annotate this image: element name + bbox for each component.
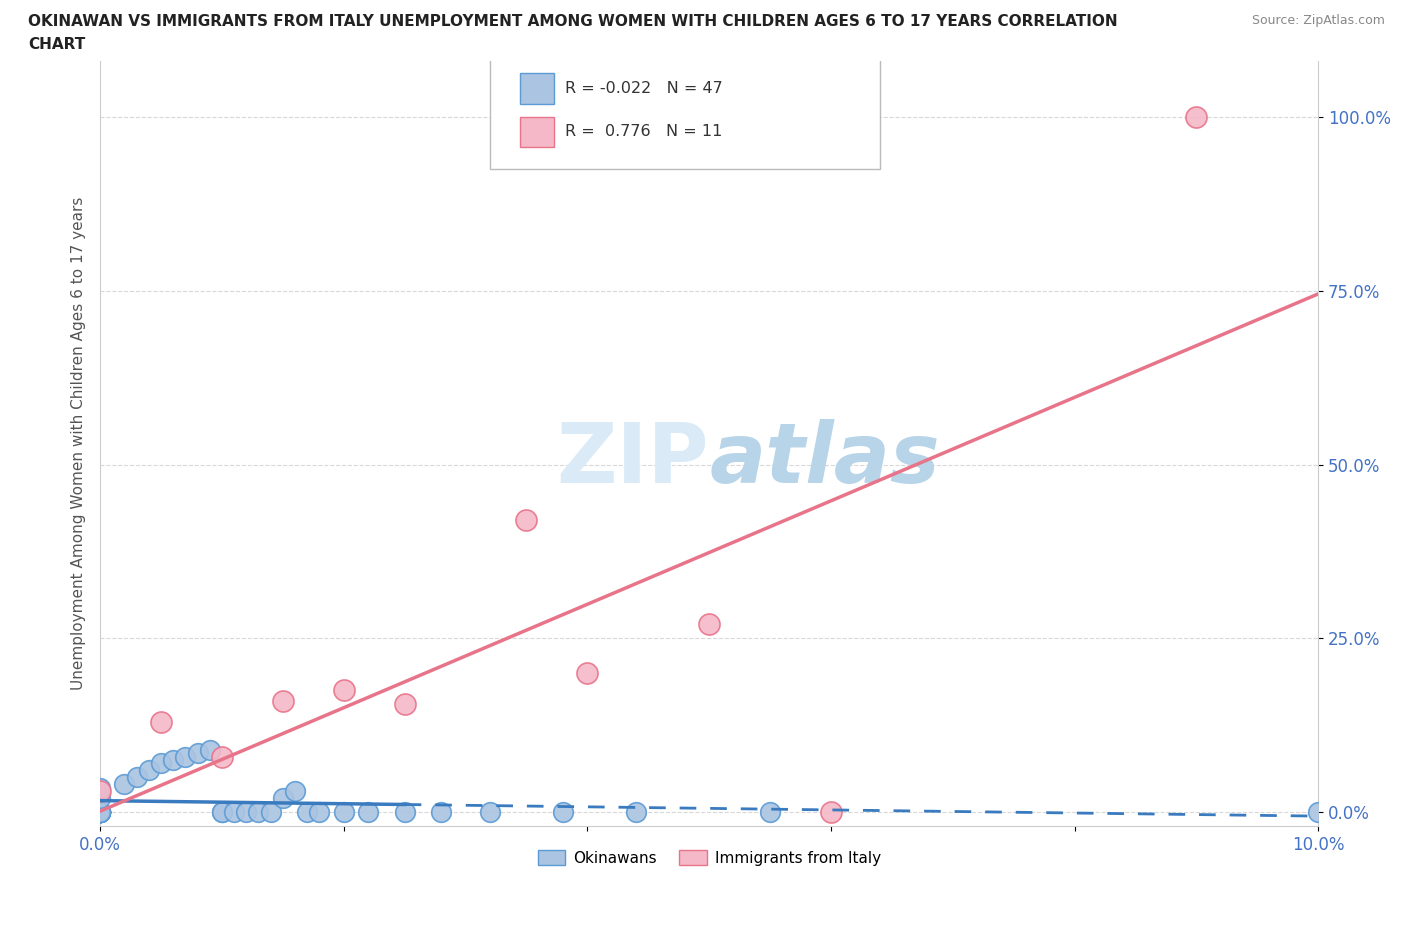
Text: OKINAWAN VS IMMIGRANTS FROM ITALY UNEMPLOYMENT AMONG WOMEN WITH CHILDREN AGES 6 : OKINAWAN VS IMMIGRANTS FROM ITALY UNEMPL… bbox=[28, 14, 1118, 29]
Point bbox=[297, 804, 319, 819]
Point bbox=[89, 804, 111, 819]
Point bbox=[759, 804, 782, 819]
Point bbox=[1308, 804, 1330, 819]
Point bbox=[332, 804, 354, 819]
Text: Source: ZipAtlas.com: Source: ZipAtlas.com bbox=[1251, 14, 1385, 27]
Point bbox=[89, 804, 111, 819]
Point bbox=[624, 804, 647, 819]
Text: atlas: atlas bbox=[709, 418, 939, 499]
Point bbox=[394, 697, 416, 711]
Point bbox=[89, 804, 111, 819]
Point bbox=[125, 770, 148, 785]
Point bbox=[89, 780, 111, 795]
Point bbox=[89, 804, 111, 819]
Point bbox=[162, 752, 184, 767]
Point bbox=[89, 804, 111, 819]
Point bbox=[576, 666, 599, 681]
Point bbox=[89, 804, 111, 819]
Point bbox=[820, 804, 842, 819]
Point bbox=[89, 804, 111, 819]
Point bbox=[247, 804, 270, 819]
Legend: Okinawans, Immigrants from Italy: Okinawans, Immigrants from Italy bbox=[531, 844, 887, 872]
Point bbox=[174, 749, 197, 764]
Point bbox=[211, 804, 233, 819]
Text: ZIP: ZIP bbox=[557, 418, 709, 499]
FancyBboxPatch shape bbox=[489, 54, 880, 168]
Point bbox=[1185, 110, 1208, 125]
Point bbox=[198, 742, 221, 757]
Point bbox=[114, 777, 136, 791]
Point bbox=[89, 804, 111, 819]
Point bbox=[478, 804, 501, 819]
Point bbox=[150, 714, 173, 729]
Point bbox=[187, 746, 209, 761]
Bar bbox=[520, 73, 554, 103]
Point bbox=[89, 784, 111, 799]
Point bbox=[211, 804, 233, 819]
Point bbox=[89, 804, 111, 819]
Point bbox=[89, 790, 111, 805]
Point bbox=[235, 804, 257, 819]
Point bbox=[138, 763, 160, 777]
Bar bbox=[520, 116, 554, 147]
Point bbox=[551, 804, 574, 819]
Point bbox=[89, 804, 111, 819]
Point bbox=[89, 804, 111, 819]
Point bbox=[211, 749, 233, 764]
Point bbox=[430, 804, 453, 819]
Text: R =  0.776   N = 11: R = 0.776 N = 11 bbox=[565, 125, 723, 140]
Point bbox=[224, 804, 246, 819]
Point bbox=[515, 512, 537, 527]
Point bbox=[260, 804, 283, 819]
Text: CHART: CHART bbox=[28, 37, 86, 52]
Point bbox=[89, 804, 111, 819]
Point bbox=[271, 790, 294, 805]
Point bbox=[89, 804, 111, 819]
Point bbox=[357, 804, 380, 819]
Text: R = -0.022   N = 47: R = -0.022 N = 47 bbox=[565, 81, 723, 96]
Point bbox=[89, 804, 111, 819]
Point bbox=[89, 804, 111, 819]
Point bbox=[89, 804, 111, 819]
Point bbox=[89, 804, 111, 819]
Y-axis label: Unemployment Among Women with Children Ages 6 to 17 years: Unemployment Among Women with Children A… bbox=[72, 197, 86, 690]
Point bbox=[697, 617, 720, 631]
Point bbox=[150, 756, 173, 771]
Point bbox=[271, 694, 294, 709]
Point bbox=[394, 804, 416, 819]
Point bbox=[332, 683, 354, 698]
Point bbox=[89, 804, 111, 819]
Point bbox=[308, 804, 330, 819]
Point bbox=[284, 784, 307, 799]
